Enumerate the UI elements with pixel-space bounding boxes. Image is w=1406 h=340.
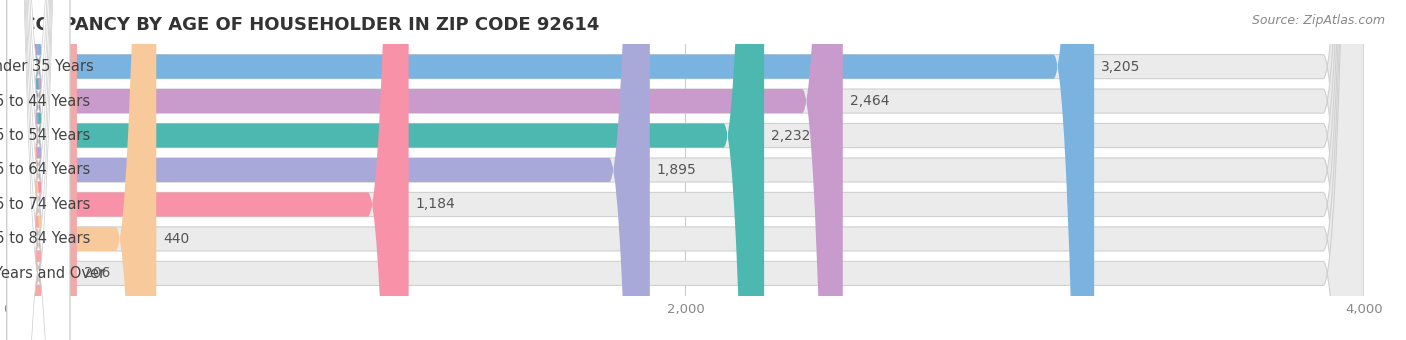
Text: 206: 206 [84,267,110,280]
Text: Under 35 Years: Under 35 Years [0,59,94,74]
FancyBboxPatch shape [7,0,70,340]
Text: Source: ZipAtlas.com: Source: ZipAtlas.com [1251,14,1385,27]
FancyBboxPatch shape [7,0,842,340]
FancyBboxPatch shape [7,0,1364,340]
FancyBboxPatch shape [7,0,156,340]
FancyBboxPatch shape [7,0,650,340]
FancyBboxPatch shape [7,0,70,340]
FancyBboxPatch shape [7,0,1364,340]
Text: 65 to 74 Years: 65 to 74 Years [0,197,90,212]
Text: 3,205: 3,205 [1101,59,1140,73]
FancyBboxPatch shape [7,0,70,340]
FancyBboxPatch shape [7,0,70,340]
FancyBboxPatch shape [7,0,1364,340]
FancyBboxPatch shape [7,0,1094,340]
FancyBboxPatch shape [7,0,70,340]
Text: 1,184: 1,184 [415,198,456,211]
Text: 440: 440 [163,232,190,246]
Text: 75 to 84 Years: 75 to 84 Years [0,232,90,246]
FancyBboxPatch shape [7,0,70,340]
FancyBboxPatch shape [7,0,1364,340]
FancyBboxPatch shape [7,0,1364,340]
Text: 1,895: 1,895 [657,163,696,177]
Text: 2,464: 2,464 [849,94,889,108]
Text: 45 to 54 Years: 45 to 54 Years [0,128,90,143]
FancyBboxPatch shape [7,0,77,340]
FancyBboxPatch shape [7,0,1364,340]
Text: 35 to 44 Years: 35 to 44 Years [0,94,90,108]
FancyBboxPatch shape [7,0,409,340]
FancyBboxPatch shape [7,0,70,340]
Text: OCCUPANCY BY AGE OF HOUSEHOLDER IN ZIP CODE 92614: OCCUPANCY BY AGE OF HOUSEHOLDER IN ZIP C… [7,16,599,34]
Text: 2,232: 2,232 [770,129,810,142]
Text: 55 to 64 Years: 55 to 64 Years [0,163,90,177]
FancyBboxPatch shape [7,0,763,340]
Text: 85 Years and Over: 85 Years and Over [0,266,105,281]
FancyBboxPatch shape [7,0,1364,340]
